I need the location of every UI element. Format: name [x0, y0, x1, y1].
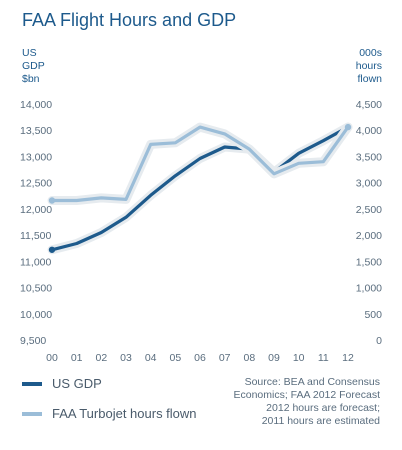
source-line: Economics; FAA 2012 Forecast: [233, 389, 381, 401]
left-tick-label: 11,000: [20, 256, 51, 268]
left-tick-label: 12,500: [20, 178, 52, 190]
legend-label-gdp: US GDP: [52, 376, 102, 391]
right-tick-label: 3,500: [356, 151, 382, 163]
series-endpoint-hours: [344, 123, 352, 131]
legend-item-hours: FAA Turbojet hours flown: [22, 406, 197, 421]
series-line-hours: [50, 125, 350, 203]
left-tick-label: 10,000: [20, 309, 52, 321]
x-tick-label: 09: [268, 352, 280, 364]
left-axis-header-line: $bn: [22, 73, 40, 85]
legend-label-hours: FAA Turbojet hours flown: [52, 406, 197, 421]
x-tick-label: 11: [318, 352, 329, 364]
line-chart: 14,000 13,500 13,000 12,500 12,000 11,500 11,0…: [20, 99, 382, 364]
x-tick-label: 03: [120, 352, 132, 364]
right-tick-label: 1,000: [356, 283, 382, 295]
right-tick-label: 500: [364, 309, 382, 321]
x-tick-label: 06: [194, 352, 206, 364]
right-tick-label: 2,000: [356, 230, 382, 242]
x-tick-label: 02: [95, 352, 107, 364]
legend-swatch-gdp: [22, 381, 42, 386]
right-axis-header-line: hours: [355, 60, 382, 72]
series-endpoint-gdp: [48, 246, 56, 253]
right-tick-label: 0: [376, 335, 382, 347]
x-tick-label: 01: [71, 352, 83, 364]
right-tick-label: 4,500: [356, 99, 382, 111]
legend-item-gdp: US GDP: [22, 376, 102, 391]
left-tick-label: 10,500: [20, 283, 52, 295]
source-line: 2011 hours are estimated: [261, 415, 380, 427]
x-tick-label: 12: [342, 352, 354, 364]
x-tick-label: 05: [169, 352, 181, 364]
series-line-gdp: [50, 125, 350, 252]
legend-swatch-hours: [22, 411, 42, 416]
left-tick-label: 9,500: [20, 335, 46, 347]
left-tick-label: 12,000: [20, 204, 52, 216]
right-tick-label: 2,500: [356, 204, 382, 216]
left-axis-header-line: US: [22, 47, 37, 59]
x-tick-label: 04: [145, 352, 157, 364]
right-axis-header-line: 000s: [359, 47, 382, 59]
left-axis-header: US GDP $bn: [22, 47, 45, 86]
x-tick-label: 07: [219, 352, 231, 364]
left-tick-label: 11,500: [20, 230, 51, 242]
source-line: Source: BEA and Consensus: [244, 376, 380, 388]
x-tick-label: 00: [46, 352, 58, 364]
x-tick-label: 10: [293, 352, 305, 364]
source-note: Source: BEA and Consensus Economics; FAA…: [210, 376, 381, 428]
series-endpoint-hours: [48, 197, 56, 204]
x-tick-label: 08: [243, 352, 255, 364]
left-axis-header-line: GDP: [22, 60, 45, 72]
right-tick-label: 3,000: [356, 178, 382, 190]
right-axis-header-line: flown: [357, 73, 382, 85]
right-axis-header: 000s hours flown: [356, 47, 382, 86]
chart-title: FAA Flight Hours and GDP: [22, 10, 237, 30]
right-tick-label: 1,500: [356, 256, 382, 268]
source-line: 2012 hours are forecast;: [266, 402, 380, 414]
series-line-shadow-gdp: [47, 122, 353, 255]
right-tick-label: 4,000: [356, 125, 382, 137]
left-tick-label: 14,000: [20, 99, 52, 111]
left-tick-label: 13,000: [20, 151, 52, 163]
left-tick-label: 13,500: [20, 125, 52, 137]
